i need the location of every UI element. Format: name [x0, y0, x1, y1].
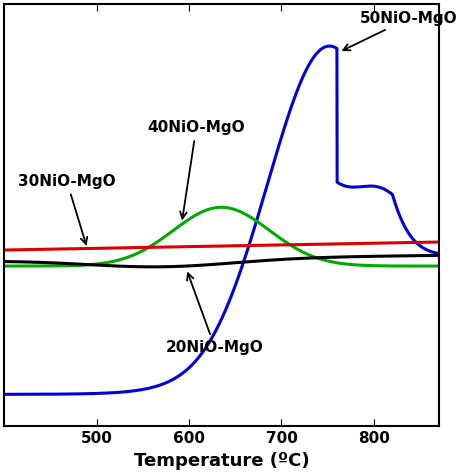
Text: 20NiO-MgO: 20NiO-MgO: [166, 273, 264, 355]
Text: 30NiO-MgO: 30NiO-MgO: [18, 174, 116, 244]
Text: 50NiO-MgO: 50NiO-MgO: [343, 11, 458, 50]
Text: 40NiO-MgO: 40NiO-MgO: [147, 120, 245, 219]
X-axis label: Temperature (ºC): Temperature (ºC): [134, 452, 309, 470]
